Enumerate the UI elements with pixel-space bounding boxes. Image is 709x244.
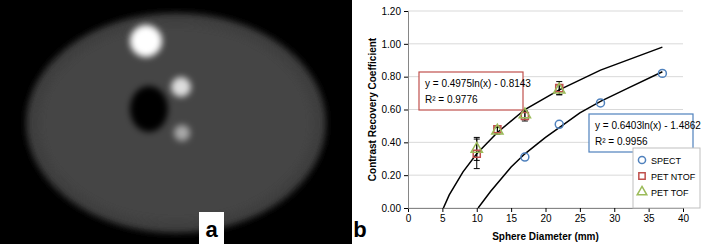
y-tick-label: 0.20	[382, 170, 402, 181]
x-tick-label: 10	[472, 213, 484, 224]
panel-label: b	[353, 217, 366, 242]
y-tick: 0.40	[382, 137, 408, 148]
y-tick-mark	[404, 175, 408, 176]
grid-line	[408, 43, 683, 44]
x-tick-mark	[683, 208, 684, 212]
panel-label-box	[199, 212, 224, 244]
y-tick-mark	[404, 11, 408, 12]
y-tick-mark	[404, 44, 408, 45]
x-tick-label: 15	[506, 213, 518, 224]
data-point	[473, 150, 480, 157]
y-tick-label: 0.80	[382, 71, 402, 82]
y-tick-label: 1.00	[382, 39, 402, 50]
chart-panel: 0 5 10 15 20 25 30 35 40 0.00 0.20 0.40 0.60 0.80 1.00…	[353, 6, 701, 242]
equation-text: y = 0.4975ln(x) - 0.8143	[425, 78, 531, 89]
grid	[408, 11, 683, 208]
x-tick-mark	[580, 208, 581, 212]
legend-marker	[637, 186, 647, 194]
y-tick-mark	[404, 77, 408, 78]
legend-marker	[639, 173, 645, 179]
x-tick-label: 0	[406, 213, 412, 224]
y-tick: 0.00	[382, 203, 408, 214]
y-tick-label: 0.00	[382, 203, 402, 214]
data-point	[555, 120, 563, 128]
y-axis-title: Contrast Recovery Coefficient	[367, 37, 378, 181]
x-axis-title: Sphere Diameter (mm)	[492, 231, 599, 242]
data-point	[471, 142, 482, 152]
legend-label: PET NTOF	[651, 172, 696, 182]
y-tick: 1.20	[382, 6, 408, 17]
x-tick-mark	[511, 208, 512, 212]
x-tick-label: 40	[678, 213, 690, 224]
y-tick: 0.80	[382, 71, 408, 82]
x-tick-mark	[442, 208, 443, 212]
figure: a 0 5 10 15 20 25 30 35 40 0.00 0.20 0.40 0.60 0.80 1.0…	[0, 0, 709, 244]
equation-box: y = 0.4975ln(x) - 0.8143 R² = 0.9776	[419, 72, 531, 110]
x-axis: 0 5 10 15 20 25 30 35 40	[406, 208, 690, 224]
x-tick-label: 20	[540, 213, 552, 224]
y-axis: 0.00 0.20 0.40 0.60 0.80 1.00 1.20	[382, 6, 409, 214]
y-axis-line	[404, 12, 409, 209]
x-tick: 15	[506, 208, 518, 224]
x-tick-mark	[477, 208, 478, 212]
x-tick-mark	[649, 208, 650, 212]
y-tick-label: 0.60	[382, 104, 402, 115]
data-point	[492, 124, 503, 134]
x-tick-mark	[614, 208, 615, 212]
data-point	[597, 99, 605, 107]
panel-label: a	[205, 217, 218, 242]
equation-text: R² = 0.9776	[425, 94, 478, 105]
phantom-body	[26, 13, 326, 233]
x-tick: 30	[609, 208, 621, 224]
legend-frame	[633, 148, 700, 208]
equation-box: y = 0.6403ln(x) - 1.4862 R² = 0.9956	[589, 114, 701, 152]
x-axis-line	[409, 209, 684, 213]
hot-sphere	[174, 125, 190, 141]
x-tick-label: 35	[644, 213, 656, 224]
legend: SPECT PET NTOF PET TOF	[633, 148, 700, 208]
x-tick: 20	[540, 208, 552, 224]
equation-text: y = 0.6403ln(x) - 1.4862	[595, 120, 701, 131]
cold-insert	[130, 86, 168, 132]
grid-line	[408, 11, 683, 12]
y-tick-mark	[404, 208, 408, 209]
hot-sphere	[171, 77, 191, 97]
equation-text: R² = 0.9956	[595, 136, 648, 147]
phantom-interior	[38, 23, 314, 223]
legend-label: PET TOF	[651, 188, 689, 198]
x-tick-label: 30	[609, 213, 621, 224]
data-point	[554, 83, 565, 93]
data-point	[521, 153, 529, 161]
x-tick: 10	[472, 208, 484, 224]
x-tick: 5	[440, 208, 446, 224]
hot-sphere	[130, 25, 162, 57]
x-tick-mark	[546, 208, 547, 212]
image-background	[0, 0, 352, 244]
x-tick: 25	[575, 208, 587, 224]
y-tick: 0.20	[382, 170, 408, 181]
y-tick-mark	[404, 142, 408, 143]
data-point	[658, 69, 666, 77]
x-tick: 0	[406, 208, 412, 224]
image-panel: a	[0, 0, 352, 244]
x-tick: 35	[644, 208, 656, 224]
y-tick-label: 0.40	[382, 137, 402, 148]
y-tick-label: 1.20	[382, 6, 402, 17]
y-tick: 1.00	[382, 39, 408, 50]
error-bar	[474, 137, 480, 160]
x-tick-label: 25	[575, 213, 587, 224]
x-tick-label: 5	[440, 213, 446, 224]
legend-marker	[638, 156, 645, 163]
y-tick: 0.60	[382, 104, 408, 115]
x-tick: 40	[678, 208, 690, 224]
legend-label: SPECT	[651, 156, 682, 166]
y-tick-mark	[404, 110, 408, 111]
